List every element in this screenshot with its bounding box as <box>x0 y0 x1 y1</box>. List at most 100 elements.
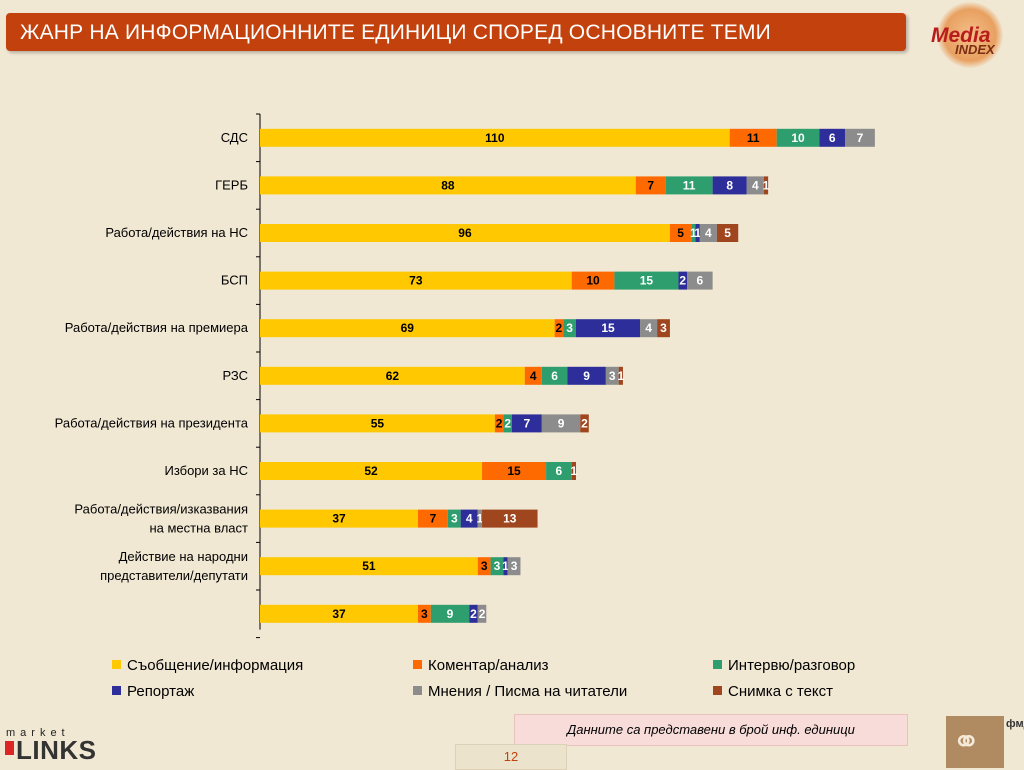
bar-segment <box>260 509 418 528</box>
bar-segment <box>844 128 875 147</box>
bar-segment <box>541 366 568 385</box>
bar-segment <box>819 128 845 147</box>
legend-swatch <box>112 686 121 695</box>
bar-segment <box>763 176 769 195</box>
page-number: 12 <box>455 744 567 770</box>
data-label: 2 <box>504 416 511 430</box>
logo-word-links: LINKS <box>16 735 97 765</box>
data-label: 69 <box>401 321 415 335</box>
bar-segment <box>546 462 572 480</box>
data-label: 9 <box>558 416 565 430</box>
data-label: 6 <box>696 274 703 288</box>
data-label: 11 <box>683 178 696 192</box>
bar-segment <box>477 509 483 528</box>
data-label: 11 <box>747 131 760 145</box>
data-label: 1 <box>763 178 770 192</box>
legend-item: Репортаж <box>112 683 194 700</box>
legend-item: Интервю/разговор <box>713 657 855 674</box>
data-label: 3 <box>609 369 616 383</box>
data-label: 1 <box>477 512 484 526</box>
data-label: 3 <box>421 607 428 621</box>
bar-segment <box>746 176 764 195</box>
data-label: 15 <box>601 321 615 335</box>
legend-item: Съобщение/информация <box>112 657 303 674</box>
bar-segment <box>716 224 739 242</box>
bar-segment <box>260 462 483 480</box>
legend-swatch <box>413 660 422 669</box>
data-label: 6 <box>829 131 836 145</box>
bar-segment <box>494 414 504 433</box>
bar-segment <box>260 414 495 433</box>
bar-segment <box>469 604 478 623</box>
bar-segment <box>482 509 538 528</box>
legend-label: Съобщение/информация <box>127 657 304 674</box>
media-index-logo: Media INDEX <box>925 2 1011 70</box>
data-label: 110 <box>485 131 505 145</box>
data-label: 7 <box>857 131 864 145</box>
page-title: ЖАНР НА ИНФОРМАЦИОННИТЕ ЕДИНИЦИ СПОРЕД О… <box>20 21 771 44</box>
data-label: 55 <box>371 416 385 430</box>
legend-label: Интервю/разговор <box>728 657 856 674</box>
category-label: Работа/действия на премиера <box>65 320 249 335</box>
data-label: 1 <box>690 226 697 240</box>
bar-segment <box>260 557 478 576</box>
bar-segment <box>260 604 418 623</box>
category-label: Избори за НС <box>164 463 248 478</box>
bar-segment <box>503 414 512 433</box>
data-label: 10 <box>586 274 600 288</box>
category-label: Работа/действия/изказвания на местна влас… <box>74 502 248 536</box>
legend-item: Мнения / Писма на читатели <box>413 683 627 700</box>
bar-segment <box>669 224 692 242</box>
data-label: 1 <box>502 559 509 573</box>
bar-segment <box>260 319 555 338</box>
logo-word-media: Media <box>931 24 991 47</box>
bar-segment <box>712 176 747 195</box>
bar-segment <box>563 319 576 338</box>
data-label: 4 <box>705 226 712 240</box>
data-label: 4 <box>530 369 537 383</box>
data-label: 4 <box>645 321 652 335</box>
bar-segment <box>524 366 542 385</box>
bar-segment <box>260 224 670 242</box>
bar-segment <box>430 604 470 623</box>
data-note: Данните са представени в брой инф. едини… <box>514 714 908 746</box>
data-label: 1 <box>694 226 701 240</box>
bar-segment <box>482 462 547 480</box>
data-label: 6 <box>551 369 558 383</box>
bar-segment <box>635 176 666 195</box>
fmd-logo-text: фмд <box>1006 718 1024 730</box>
bar-segment <box>511 414 542 433</box>
legend-label: Снимка с текст <box>728 683 834 700</box>
bar-segment <box>657 319 670 338</box>
data-label: 88 <box>441 178 455 192</box>
data-label: 5 <box>677 226 684 240</box>
bar-segment <box>503 557 508 576</box>
bar-segment <box>665 176 713 195</box>
category-label: Работа/действия на НС <box>105 225 248 240</box>
data-label: 6 <box>556 464 563 478</box>
bar-segment <box>571 271 615 290</box>
data-label: 15 <box>640 274 654 288</box>
data-label: 4 <box>752 178 759 192</box>
bar-segment <box>695 224 700 242</box>
fmd-logo: ⚭ фмд <box>946 716 1024 768</box>
logo-word-index: INDEX <box>955 42 995 57</box>
bar-segment <box>460 509 478 528</box>
data-label: 96 <box>458 226 472 240</box>
bar-segment <box>580 414 589 433</box>
data-label: 3 <box>481 559 488 573</box>
bar-segment <box>507 557 521 576</box>
legend-item: Коментар/анализ <box>413 657 549 674</box>
legend-label: Мнения / Писма на читатели <box>428 683 628 700</box>
bar-segment <box>417 604 431 623</box>
logo-sun-icon <box>937 2 1003 68</box>
legend-swatch <box>713 686 722 695</box>
bar-segment <box>490 557 504 576</box>
data-label: 3 <box>660 321 667 335</box>
legend-swatch <box>713 660 722 669</box>
bar-segment <box>260 176 636 195</box>
bar-segment <box>554 319 564 338</box>
data-label: 4 <box>466 512 473 526</box>
bar-segment <box>571 462 576 480</box>
